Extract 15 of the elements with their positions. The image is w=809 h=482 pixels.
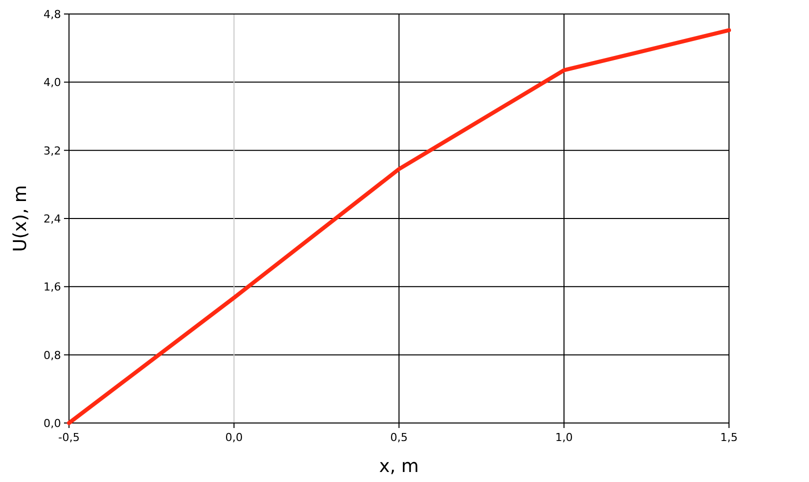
y-tick-label: 2,4 [44, 212, 61, 226]
y-tick-label: 4,8 [44, 8, 61, 21]
y-tick-label: 0,0 [44, 417, 61, 430]
x-tick-label: 1,0 [555, 431, 573, 444]
line-series [67, 28, 731, 425]
y-tick-label: 1,6 [44, 280, 61, 294]
y-tick-label: 3,2 [44, 144, 61, 158]
x-tick-label: -0,5 [58, 431, 80, 444]
x-axis-title: x, m [379, 456, 419, 477]
x-tick-label: 1,5 [720, 431, 738, 444]
y-tick-label: 4,0 [44, 76, 61, 90]
y-axis-title: U(x), m [10, 185, 31, 252]
x-tick-label: 0,0 [225, 431, 243, 444]
y-tick-label: 0,8 [44, 348, 61, 362]
x-tick-label: 0,5 [390, 431, 408, 444]
